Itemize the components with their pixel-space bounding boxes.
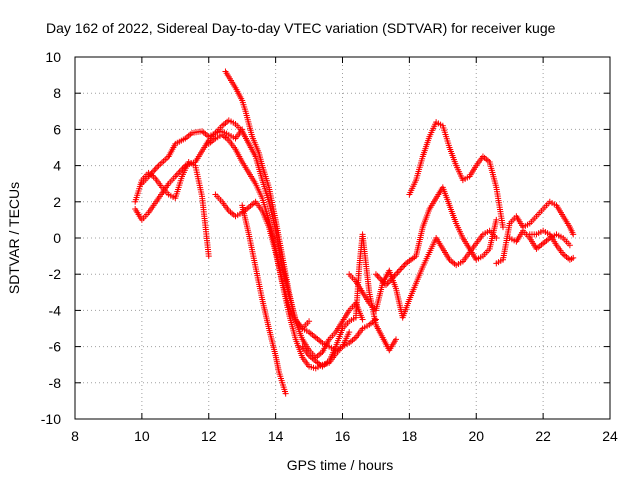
series-track-n xyxy=(526,227,577,263)
data-point xyxy=(346,329,353,336)
y-tick-label: 4 xyxy=(53,158,61,174)
series-track-e xyxy=(212,191,353,372)
series-track-a xyxy=(132,158,212,260)
x-tick-label: 14 xyxy=(268,428,284,444)
x-axis-label: GPS time / hours xyxy=(287,457,394,473)
y-tick-label: -8 xyxy=(49,375,62,391)
chart-title: Day 162 of 2022, Sidereal Day-to-day VTE… xyxy=(46,20,556,36)
series-track-i xyxy=(346,227,500,321)
series-track-k xyxy=(406,119,506,231)
y-tick-label: -6 xyxy=(49,339,62,355)
y-tick-label: 8 xyxy=(53,85,61,101)
data-point xyxy=(500,224,506,231)
x-tick-label: 8 xyxy=(71,428,79,444)
y-tick-label: -4 xyxy=(49,302,62,318)
x-tick-label: 22 xyxy=(535,428,551,444)
x-tick-label: 24 xyxy=(602,428,618,444)
y-tick-label: 10 xyxy=(45,49,61,65)
y-tick-label: 0 xyxy=(53,230,61,246)
data-point xyxy=(205,253,212,260)
x-tick-label: 12 xyxy=(201,428,217,444)
data-point xyxy=(359,316,366,323)
x-tick-label: 20 xyxy=(468,428,484,444)
data-point xyxy=(566,242,573,249)
x-tick-label: 10 xyxy=(134,428,150,444)
data-points xyxy=(132,68,577,397)
y-tick-label: -2 xyxy=(49,266,62,282)
data-point xyxy=(306,318,313,325)
series-track-h xyxy=(299,231,399,370)
series-track-l xyxy=(493,198,577,267)
y-tick-label: -10 xyxy=(41,411,61,427)
y-tick-label: 6 xyxy=(53,121,61,137)
x-tick-label: 16 xyxy=(335,428,351,444)
data-point xyxy=(493,216,500,223)
data-point xyxy=(282,390,289,397)
series-track-m xyxy=(506,227,573,252)
series-track-j xyxy=(372,184,500,289)
x-tick-label: 18 xyxy=(402,428,418,444)
data-point xyxy=(570,231,577,238)
data-point xyxy=(570,254,577,261)
y-axis-label: SDTVAR / TECUs xyxy=(6,182,22,294)
data-point xyxy=(493,235,500,241)
data-point xyxy=(393,336,399,343)
series-track-g xyxy=(239,202,289,397)
y-tick-label: 2 xyxy=(53,194,61,210)
